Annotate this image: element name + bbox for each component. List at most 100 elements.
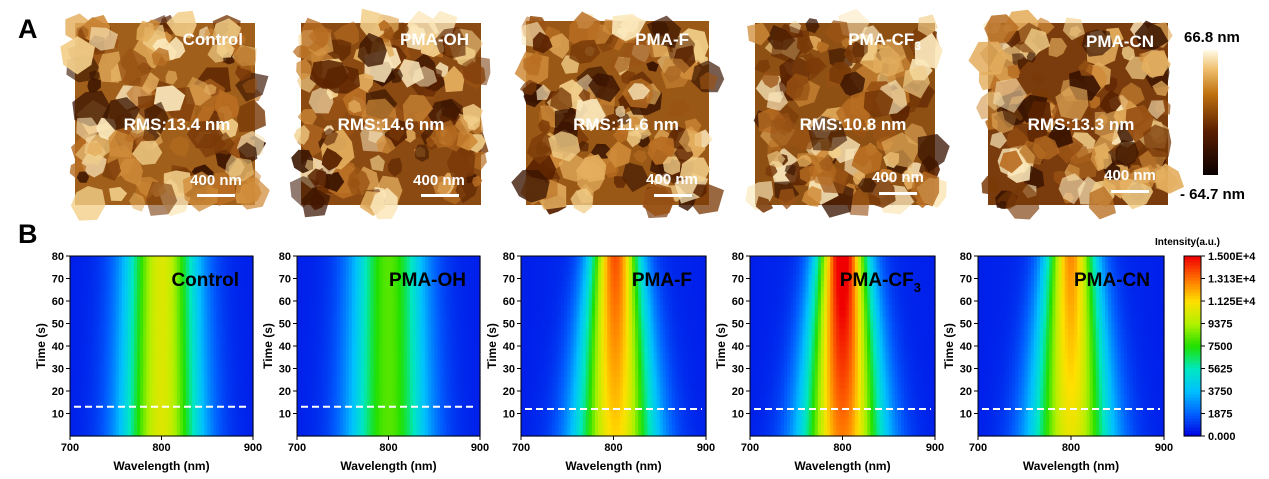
heatmap-cell bbox=[373, 280, 377, 287]
heatmap-cell bbox=[412, 364, 417, 371]
heatmap-cell bbox=[473, 298, 478, 305]
heatmap-cell bbox=[330, 376, 335, 383]
heatmap-cell bbox=[185, 334, 190, 341]
heatmap-cell bbox=[225, 358, 230, 365]
heatmap-cell bbox=[240, 394, 245, 401]
heatmap-cell bbox=[182, 364, 187, 371]
heatmap-cell bbox=[348, 304, 353, 311]
heatmap-cell bbox=[173, 358, 178, 365]
heatmap-cell bbox=[176, 334, 181, 341]
heatmap-cell bbox=[82, 268, 86, 275]
heatmap-cell bbox=[400, 418, 405, 425]
heatmap-cell bbox=[370, 280, 374, 287]
heatmap-cell bbox=[222, 292, 227, 299]
heatmap-cell bbox=[449, 346, 454, 353]
heatmap-cell bbox=[182, 418, 187, 425]
heatmap-cell bbox=[188, 430, 193, 437]
heatmap-cell bbox=[476, 310, 481, 317]
heatmap-cell bbox=[321, 274, 326, 281]
heatmap-cell bbox=[406, 304, 411, 311]
heatmap-cell bbox=[161, 286, 166, 293]
heatmap-cell bbox=[467, 370, 472, 377]
afm-grain bbox=[97, 51, 122, 83]
heatmap-cell bbox=[137, 322, 141, 329]
heatmap-cell bbox=[103, 370, 108, 377]
heatmap-cell bbox=[179, 262, 184, 269]
heatmap-cell bbox=[382, 400, 387, 407]
heatmap-cell bbox=[415, 406, 420, 413]
heatmap-cell bbox=[204, 274, 208, 281]
heatmap-cell bbox=[431, 358, 435, 365]
heatmap-cell bbox=[246, 268, 251, 275]
heatmap-cell bbox=[434, 304, 438, 311]
heatmap-cell bbox=[470, 310, 475, 317]
heatmap-cell bbox=[237, 364, 242, 371]
heatmap-cell bbox=[161, 322, 166, 329]
heatmap-cell bbox=[222, 340, 227, 347]
heatmap-cell bbox=[91, 310, 95, 317]
heatmap-cell bbox=[127, 394, 132, 401]
heatmap-cell bbox=[91, 292, 95, 299]
heatmap-cell bbox=[376, 298, 380, 305]
heatmap-cell bbox=[318, 406, 322, 413]
heatmap-cell bbox=[297, 400, 301, 407]
heatmap-cell bbox=[140, 424, 144, 431]
heatmap-cell bbox=[336, 406, 341, 413]
heatmap-cell bbox=[207, 310, 211, 317]
heatmap-cell bbox=[443, 292, 448, 299]
heatmap-cell bbox=[315, 304, 319, 311]
heatmap-cell bbox=[134, 424, 138, 431]
heatmap-cell bbox=[324, 274, 329, 281]
heatmap-cell bbox=[358, 292, 362, 299]
heatmap-cell bbox=[152, 298, 156, 305]
heatmap-cell bbox=[161, 352, 166, 359]
heatmap-cell bbox=[161, 304, 166, 311]
heatmap-cell bbox=[452, 298, 457, 305]
afm-grain bbox=[87, 78, 101, 93]
afm-rms-label: RMS:13.4 nm bbox=[124, 115, 231, 134]
heatmap-cell bbox=[76, 316, 80, 323]
heatmap-cell bbox=[225, 334, 230, 341]
heatmap-cell bbox=[88, 346, 92, 353]
heatmap-cell bbox=[161, 298, 166, 305]
heatmap-cell bbox=[324, 310, 329, 317]
heatmap-cell bbox=[222, 268, 227, 275]
heatmap-cell bbox=[88, 328, 92, 335]
heatmap-cell bbox=[321, 370, 326, 377]
heatmap-cell bbox=[358, 382, 362, 389]
heatmap-cell bbox=[115, 400, 120, 407]
heatmap-cell bbox=[176, 400, 181, 407]
heatmap-cell bbox=[70, 304, 74, 311]
heatmap-cell bbox=[240, 298, 245, 305]
heatmap-cell bbox=[434, 376, 438, 383]
heatmap-cell bbox=[336, 286, 341, 293]
heatmap-cell bbox=[85, 400, 89, 407]
heatmap-cell bbox=[228, 412, 233, 419]
heatmap-cell bbox=[121, 304, 126, 311]
heatmap-cell bbox=[351, 388, 356, 395]
heatmap-cell bbox=[303, 292, 307, 299]
heatmap-cell bbox=[124, 286, 129, 293]
afm-image-pma-cf3: PMA-CF3 RMS:10.8 nm 400 nm bbox=[745, 8, 950, 218]
heatmap-cell bbox=[158, 370, 163, 377]
heatmap-cell bbox=[388, 406, 393, 413]
heatmap-cell bbox=[85, 274, 89, 281]
heatmap-cell bbox=[219, 316, 224, 323]
heatmap-cell bbox=[246, 274, 251, 281]
heatmap-cell bbox=[446, 412, 451, 419]
heatmap-cell bbox=[201, 340, 205, 347]
afm-grain bbox=[537, 119, 551, 134]
heatmap-cell bbox=[246, 412, 251, 419]
heatmap-cell bbox=[249, 424, 254, 431]
afm-grain bbox=[89, 70, 100, 81]
heatmap-cell bbox=[134, 298, 138, 305]
heatmap-cell bbox=[440, 430, 444, 437]
heatmap-cell bbox=[327, 340, 332, 347]
heatmap-cell bbox=[109, 358, 114, 365]
heatmap-cell bbox=[243, 316, 248, 323]
heatmap-cell bbox=[149, 418, 153, 425]
heatmap-cell bbox=[176, 262, 181, 269]
heatmap-cell bbox=[109, 364, 114, 371]
heatmap-cell bbox=[391, 364, 396, 371]
heatmap-cell bbox=[134, 268, 138, 275]
